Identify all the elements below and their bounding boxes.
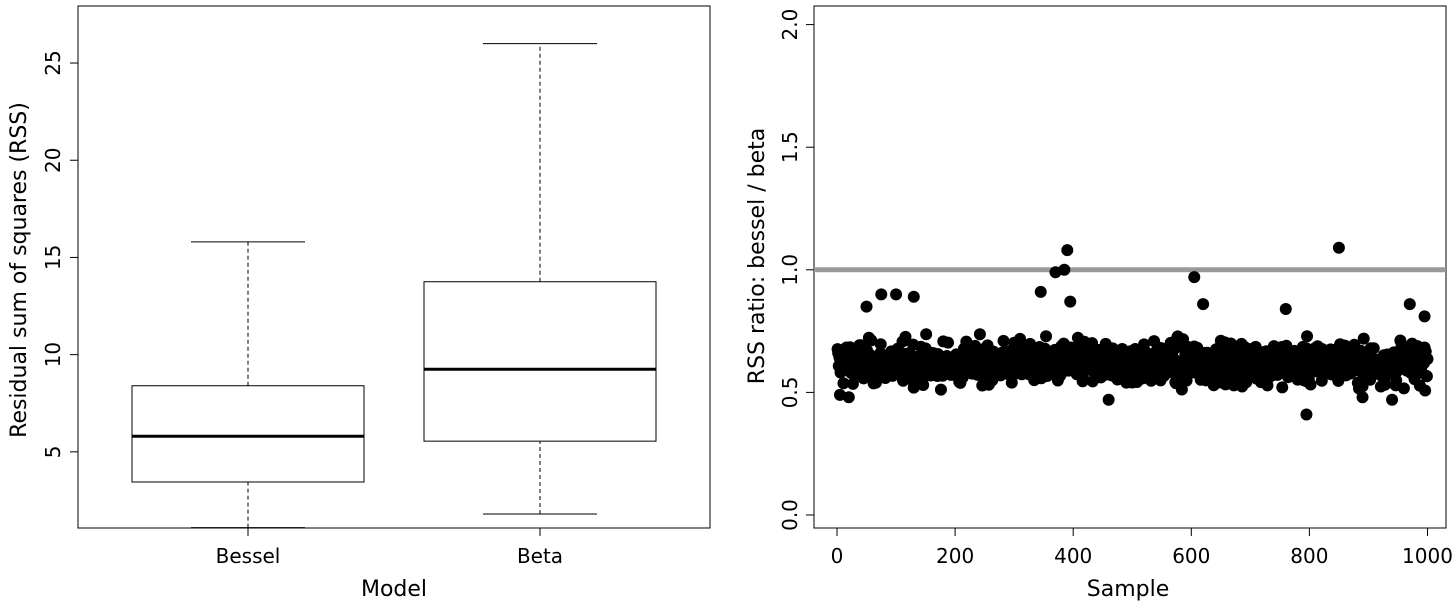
scatter-panel: 0.0 0.5 1.0 1.5 2.0 0 200 400 600 800 1000 Sample… xyxy=(745,5,1453,602)
boxplot-panel: 5 10 15 20 25 Bessel Beta Model Residual sum … xyxy=(7,5,711,602)
x-tick-label: 1000 xyxy=(1402,544,1453,568)
scatter-point xyxy=(907,290,920,303)
scatter-point xyxy=(1386,393,1399,406)
scatter-point xyxy=(973,328,986,341)
y-tick-label: 2.0 xyxy=(778,9,802,41)
scatter-point xyxy=(875,288,888,301)
scatter-point xyxy=(1102,393,1115,406)
scatter-point xyxy=(1064,295,1077,308)
scatter-point xyxy=(1356,391,1369,404)
scatter-point xyxy=(1419,384,1432,397)
scatter-point xyxy=(1301,330,1314,343)
scatter-x-axis: 0 200 400 600 800 1000 xyxy=(831,528,1453,568)
scatter-point xyxy=(1420,370,1433,383)
scatter-point xyxy=(1188,271,1201,284)
scatter-point xyxy=(942,336,955,349)
scatter-point xyxy=(1397,382,1410,395)
boxplot-boxes xyxy=(131,43,657,529)
box-iqr xyxy=(131,385,365,483)
x-tick-label: 600 xyxy=(1172,544,1210,568)
y-tick-label: 10 xyxy=(41,342,65,367)
scatter-point xyxy=(1315,374,1328,387)
boxplot-y-axis: 5 10 15 20 25 xyxy=(41,50,78,458)
boxplot-x-axis: Bessel Beta xyxy=(216,528,563,568)
box-bessel xyxy=(131,241,365,529)
box-beta xyxy=(423,43,657,515)
scatter-point xyxy=(1357,332,1370,345)
scatter-point xyxy=(1077,372,1090,385)
scatter-point xyxy=(920,328,933,341)
scatter-point xyxy=(1279,303,1292,316)
scatter-point xyxy=(899,330,912,343)
scatter-y-axis: 0.0 0.5 1.0 1.5 2.0 xyxy=(778,9,814,531)
scatter-point xyxy=(1261,379,1274,392)
boxplot-y-axis-title: Residual sum of squares (RSS) xyxy=(7,102,32,438)
scatter-point xyxy=(1332,241,1345,254)
y-tick-label: 20 xyxy=(41,148,65,173)
scatter-point xyxy=(874,338,887,351)
scatter-point xyxy=(1418,310,1431,323)
scatter-point xyxy=(1304,378,1317,391)
scatter-point xyxy=(1390,374,1403,387)
y-tick-label: 1.0 xyxy=(778,254,802,286)
scatter-points xyxy=(831,241,1434,421)
x-tick-label: 0 xyxy=(831,544,844,568)
scatter-point xyxy=(837,377,850,390)
scatter-point xyxy=(1106,342,1119,355)
scatter-x-axis-title: Sample xyxy=(1087,577,1170,602)
y-tick-label: 0.0 xyxy=(778,499,802,531)
scatter-plot-frame xyxy=(813,5,1447,529)
scatter-point xyxy=(842,391,855,404)
x-tick-label: Beta xyxy=(517,544,563,568)
scatter-point xyxy=(860,300,873,313)
scatter-point xyxy=(1040,330,1053,343)
x-tick-label: 800 xyxy=(1290,544,1328,568)
scatter-point xyxy=(1367,342,1380,355)
y-tick-label: 15 xyxy=(41,245,65,270)
scatter-point xyxy=(1175,383,1188,396)
scatter-point xyxy=(1061,244,1074,257)
scatter-point xyxy=(1403,298,1416,311)
scatter-point xyxy=(934,383,947,396)
scatter-point xyxy=(1421,353,1434,366)
scatter-point xyxy=(997,334,1010,347)
scatter-point xyxy=(1197,298,1210,311)
boxplot-plot-frame xyxy=(77,5,711,529)
y-tick-label: 5 xyxy=(41,445,65,458)
x-tick-label: 400 xyxy=(1054,544,1092,568)
boxplot-x-axis-title: Model xyxy=(361,577,427,602)
scatter-point xyxy=(846,377,859,390)
box-iqr xyxy=(423,281,657,442)
scatter-point xyxy=(865,334,878,347)
y-tick-label: 1.5 xyxy=(778,131,802,163)
scatter-point xyxy=(890,288,903,301)
scatter-y-axis-title: RSS ratio: bessel / beta xyxy=(745,128,770,384)
x-tick-label: 200 xyxy=(936,544,974,568)
y-tick-label: 0.5 xyxy=(778,376,802,408)
y-tick-label: 25 xyxy=(41,50,65,75)
scatter-point xyxy=(1378,378,1391,391)
scatter-point xyxy=(1058,263,1071,276)
scatter-point xyxy=(1276,381,1289,394)
scatter-point xyxy=(1034,285,1047,298)
x-tick-label: Bessel xyxy=(216,544,281,568)
scatter-point xyxy=(1300,408,1313,421)
scatter-point xyxy=(1240,376,1253,389)
